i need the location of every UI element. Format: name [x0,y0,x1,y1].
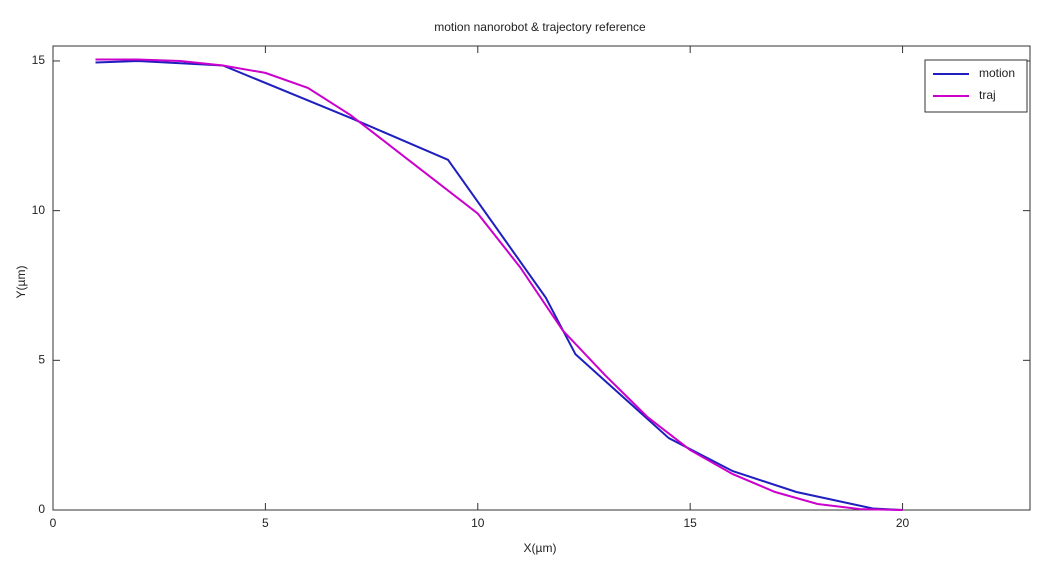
series-line [95,58,903,511]
x-tick-label: 20 [896,516,910,530]
plot-area [52,45,1031,511]
legend-box [924,59,1028,113]
y-axis-label: Y(µm) [14,266,28,299]
chart-title: motion nanorobot & trajectory reference [434,20,646,34]
x-tick-label: 5 [262,516,269,530]
legend-label: traj [979,88,996,102]
y-tick-label: 5 [38,352,45,366]
y-tick-label: 10 [32,203,46,217]
x-tick-label: 15 [683,516,697,530]
y-tick-label: 15 [32,53,46,67]
y-tick-label: 0 [38,502,45,516]
x-tick-label: 10 [471,516,485,530]
x-tick-label: 0 [50,516,57,530]
legend-label: motion [979,66,1015,80]
x-axis-label: X(µm) [524,541,557,555]
